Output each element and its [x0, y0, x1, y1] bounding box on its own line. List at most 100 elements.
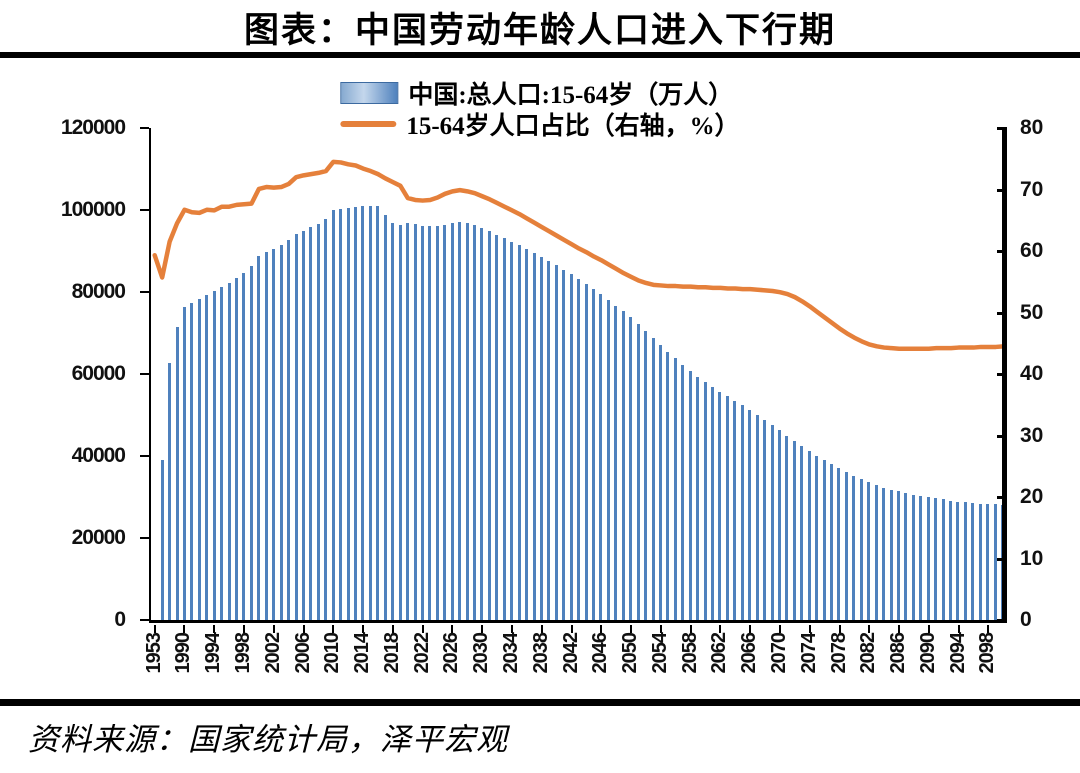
bar-slot-2058	[687, 128, 694, 620]
bar-slot-2078	[835, 128, 842, 620]
x-axis-label: 2070	[767, 633, 790, 674]
bar-slot-2025	[441, 128, 448, 620]
bar-2017	[383, 214, 387, 620]
bar-2048	[614, 305, 618, 620]
bar-series-swatch-icon	[340, 81, 399, 104]
bar-slot-2081	[858, 128, 865, 620]
right-axis-label: 20	[1020, 485, 1044, 508]
bar-slot-2060	[701, 128, 708, 620]
bar-slot-2033	[501, 128, 508, 620]
bar-2040	[554, 265, 558, 620]
line-series-swatch-icon	[340, 120, 397, 127]
bar-1982	[168, 363, 172, 620]
bar-slot-2048	[612, 128, 619, 620]
bar-2058	[688, 371, 692, 620]
bar-slot-2006	[300, 128, 307, 620]
legend-item-line: 15-64岁人口占比（右轴，%）	[340, 108, 740, 140]
bar-2032	[495, 234, 499, 620]
bar-2023	[428, 226, 432, 620]
bar-2085	[889, 489, 893, 620]
bar-2087	[904, 492, 908, 620]
bar-slot-2080	[850, 128, 857, 620]
bar-2019	[398, 225, 402, 620]
bar-2007	[309, 227, 313, 620]
bar-1994	[212, 290, 216, 620]
bar-1999	[249, 265, 253, 620]
x-axis-tick	[153, 625, 156, 633]
bar-2024	[435, 226, 439, 620]
bar-2026	[450, 223, 454, 620]
left-axis-label: 20000	[71, 526, 126, 549]
bar-2029	[473, 224, 477, 620]
bar-slot-2023	[426, 128, 433, 620]
bar-slot-1999	[248, 128, 255, 620]
bar-slot-2057	[679, 128, 686, 620]
x-axis-label: 2078	[827, 633, 850, 674]
x-axis-label: 2098	[976, 633, 999, 674]
bar-2015	[368, 205, 372, 620]
bar-2075	[815, 455, 819, 620]
x-axis-label: 2014	[351, 633, 374, 674]
bar-1964	[160, 460, 164, 620]
bar-slot-2061	[709, 128, 716, 620]
bar-slot-2000	[255, 128, 262, 620]
x-axis-label: 2066	[738, 633, 761, 674]
bar-slot-2070	[776, 128, 783, 620]
bar-2030	[480, 228, 484, 620]
bar-slot-2027	[456, 128, 463, 620]
bar-2014	[361, 206, 365, 620]
left-axis-tick	[140, 373, 149, 375]
bar-slot-2075	[813, 128, 820, 620]
bar-slot-2013	[352, 128, 359, 620]
bar-2038	[539, 257, 543, 620]
x-axis-label: 2038	[529, 633, 552, 674]
bar-slot-2035	[515, 128, 522, 620]
x-axis-tick	[362, 625, 365, 633]
bar-slot-2008	[315, 128, 322, 620]
bar-slot-2059	[694, 128, 701, 620]
bar-2064	[733, 400, 737, 620]
legend-item-bars: 中国:总人口:15-64岁（万人）	[340, 77, 739, 109]
bar-2076	[822, 460, 826, 620]
bar-slot-2083	[872, 128, 879, 620]
bar-2011	[339, 208, 343, 620]
bar-2002	[272, 248, 276, 620]
right-axis-label: 70	[1020, 177, 1044, 201]
bar-2043	[577, 279, 581, 620]
bar-2083	[874, 485, 878, 620]
bar-slot-2074	[806, 128, 813, 620]
source-note: 资料来源：国家统计局，泽平宏观	[28, 722, 508, 757]
bar-slot-2099	[991, 128, 998, 620]
left-axis-tick	[140, 291, 149, 293]
bar-slot-2066	[746, 128, 753, 620]
bar-2084	[882, 487, 886, 620]
bar-2008	[316, 223, 320, 620]
x-axis-tick	[987, 625, 990, 633]
bar-2031	[487, 231, 491, 620]
right-axis-tick	[997, 373, 1007, 376]
bar-slot-2004	[285, 128, 292, 620]
x-axis-tick	[749, 625, 752, 633]
bar-slot-2010	[330, 128, 337, 620]
bar-1996	[227, 282, 231, 620]
bar-2041	[562, 269, 566, 620]
bar-2066	[748, 409, 752, 620]
right-axis-tick	[997, 619, 1007, 622]
bar-2013	[354, 207, 358, 620]
x-axis-label: 2046	[589, 633, 612, 674]
x-axis-label: 2010	[321, 633, 344, 674]
bar-2092	[941, 499, 945, 620]
x-axis-label: 2094	[946, 633, 969, 674]
x-axis-label: 1990	[172, 633, 195, 674]
left-axis-label: 100000	[60, 198, 126, 221]
bar-slot-2037	[530, 128, 537, 620]
bar-slot-2026	[449, 128, 456, 620]
bar-2005	[294, 233, 298, 620]
x-axis-tick	[451, 625, 454, 633]
bar-2098	[986, 503, 990, 620]
bar-slot-2086	[895, 128, 902, 620]
bar-slot-2024	[434, 128, 441, 620]
bar-slot-2092	[939, 128, 946, 620]
bar-slot-2056	[672, 128, 679, 620]
bar-slot-2015	[367, 128, 374, 620]
